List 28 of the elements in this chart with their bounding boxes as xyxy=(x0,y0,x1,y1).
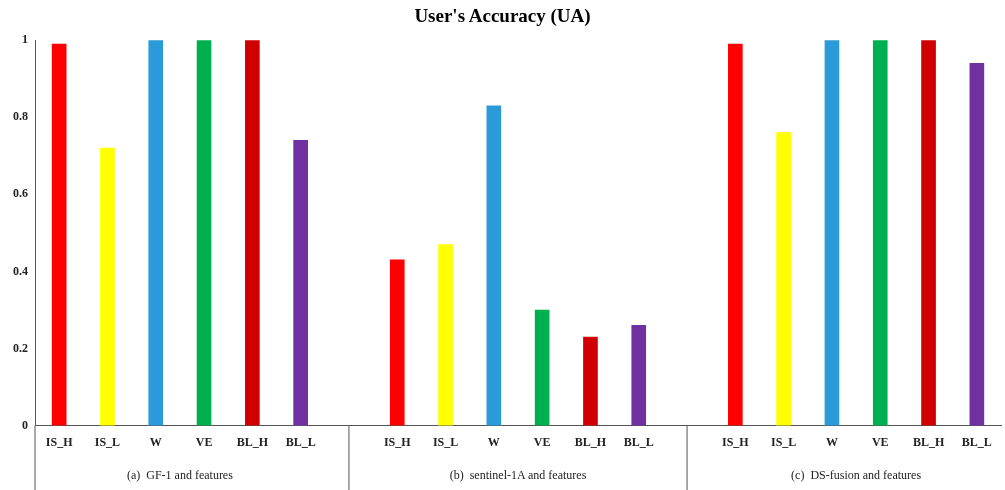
x-tick-label: BL_H xyxy=(912,434,945,449)
x-tick-label: VE xyxy=(195,434,213,449)
x-tick-label: IS_L xyxy=(94,434,121,449)
x-tick-label: BL_H xyxy=(236,434,269,449)
x-tick-label: BL_H xyxy=(574,434,607,449)
text: (b) sentinel-1A and features xyxy=(449,468,587,483)
y-tick-label: 0.4 xyxy=(13,263,28,278)
y-tick-label: 0.2 xyxy=(13,340,28,355)
x-tick-label: IS_H xyxy=(45,434,74,449)
x-tick-label: VE xyxy=(533,434,551,449)
x-tick-label: IS_H xyxy=(722,434,750,449)
x-tick-label: IS_L xyxy=(432,434,459,449)
y-tick-label: 1 xyxy=(22,32,28,47)
x-tick-label: W xyxy=(487,434,500,449)
x-tick-label: W xyxy=(825,434,838,449)
y-tick-label: 0 xyxy=(22,417,28,432)
chart-title: User's Accuracy (UA) xyxy=(413,4,592,28)
x-tick-label: BL_L xyxy=(961,434,992,449)
x-tick-label: BL_L xyxy=(623,434,654,449)
y-tick-label: 0.6 xyxy=(13,186,28,201)
x-tick-label: IS_L xyxy=(770,434,797,449)
x-tick-label: IS_H xyxy=(383,434,412,449)
x-tick-label: W xyxy=(149,434,162,449)
x-tick-label: BL_L xyxy=(285,434,316,449)
text: (c) DS-fusion and features xyxy=(791,468,922,483)
x-tick-label: VE xyxy=(871,434,889,449)
y-tick-label: 0.8 xyxy=(13,109,28,124)
text: (a) GF-1 and features xyxy=(126,468,234,483)
